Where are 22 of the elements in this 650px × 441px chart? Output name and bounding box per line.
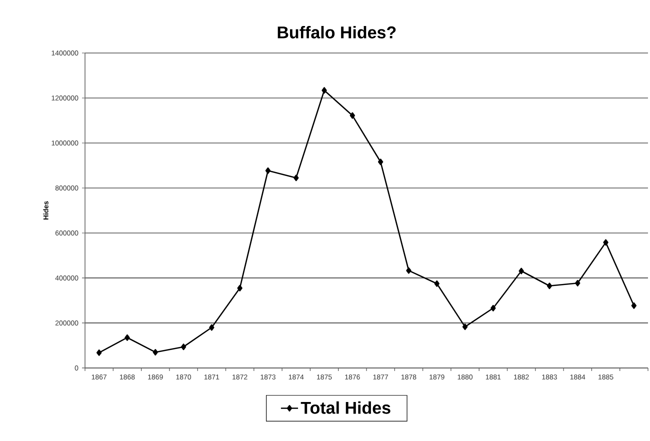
point xyxy=(209,324,214,331)
point xyxy=(490,304,496,312)
point xyxy=(434,280,440,287)
point xyxy=(603,239,608,246)
point xyxy=(152,348,158,356)
point xyxy=(378,158,384,166)
point xyxy=(96,349,102,356)
point xyxy=(575,280,580,286)
point xyxy=(631,302,637,309)
point xyxy=(124,334,130,341)
point xyxy=(265,167,271,174)
point xyxy=(237,284,242,292)
point xyxy=(350,112,356,119)
point xyxy=(294,174,299,182)
point xyxy=(546,282,552,290)
chart-title: Buffalo Hides? xyxy=(278,26,396,38)
point xyxy=(462,324,468,330)
point xyxy=(322,87,327,94)
legend-label: Total Hides xyxy=(300,401,390,414)
point xyxy=(406,267,412,274)
point xyxy=(180,344,186,350)
point xyxy=(518,268,524,274)
